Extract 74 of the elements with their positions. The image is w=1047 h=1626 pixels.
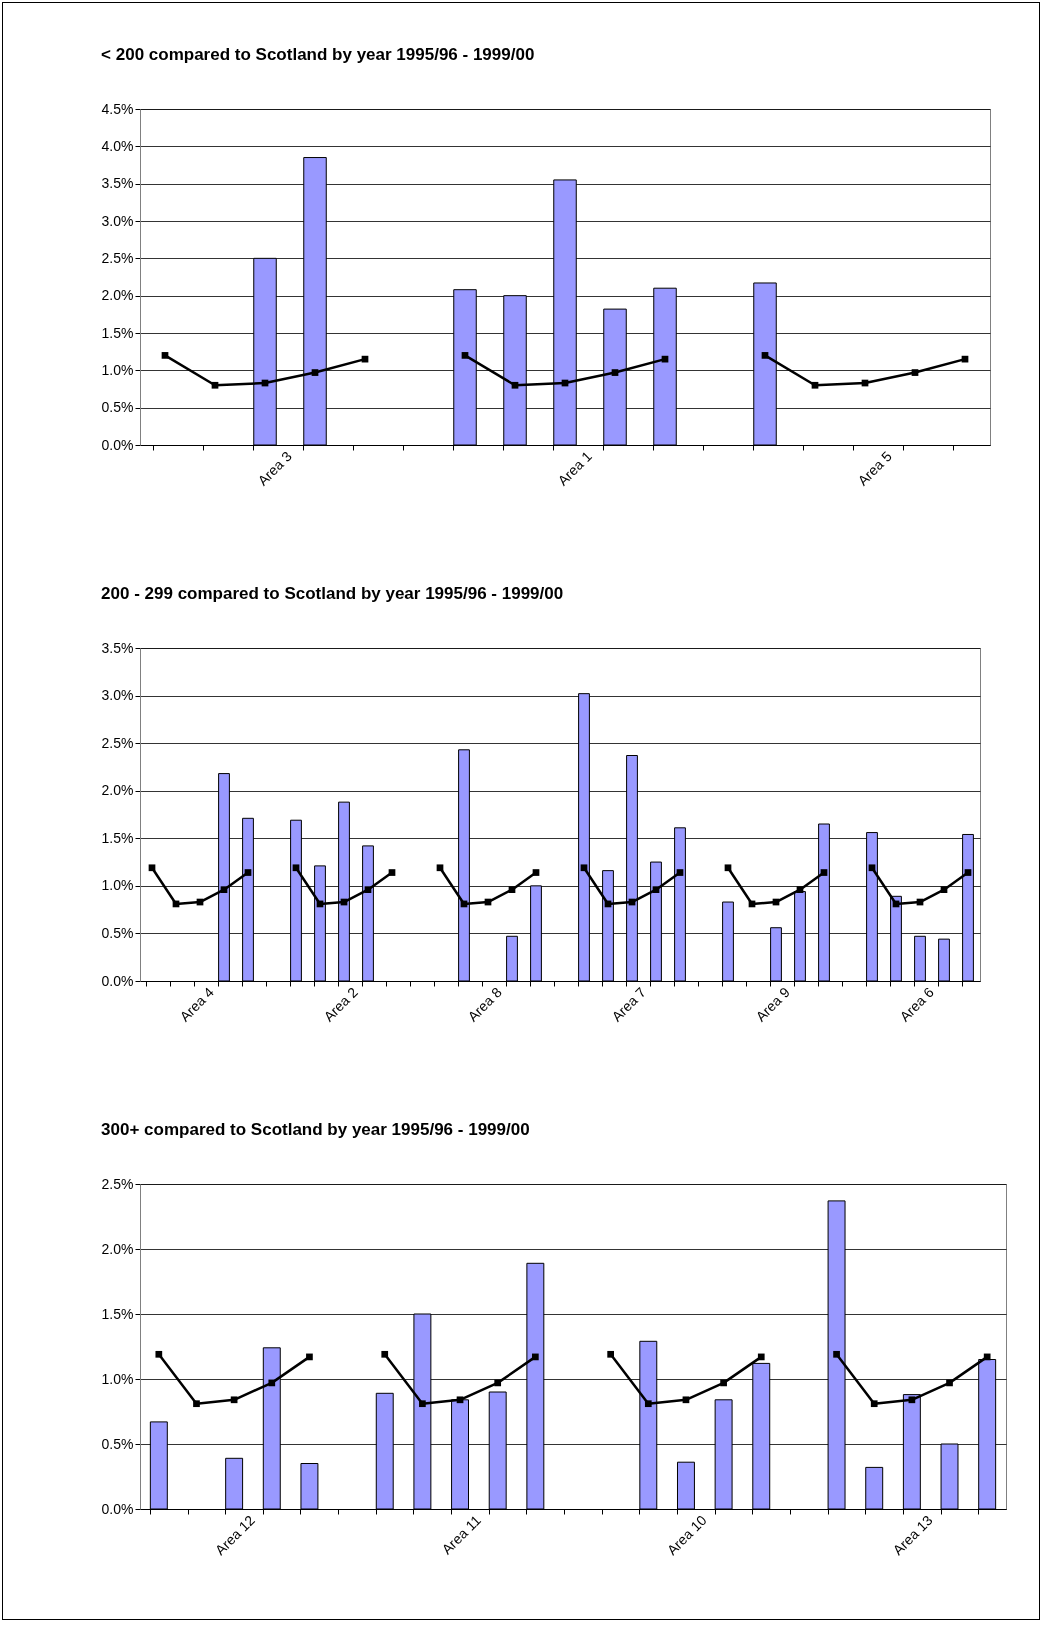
y-tick-label: 0.5% [101, 1435, 134, 1452]
y-tick-label: 0.5% [101, 399, 134, 416]
y-tick-label: 3.5% [101, 175, 134, 192]
point [220, 886, 228, 894]
point [155, 1350, 163, 1358]
point [940, 886, 948, 894]
y-tick-label: 2.0% [101, 287, 134, 304]
y-tick-label: 2.5% [101, 249, 134, 266]
point [644, 1400, 652, 1408]
y-tick-label: 2.0% [101, 782, 134, 799]
point [311, 369, 319, 376]
y-tick-label: 2.5% [101, 734, 134, 751]
y-tick-label: 2.0% [101, 1240, 134, 1257]
y-tick-label: 0.0% [101, 1500, 134, 1517]
point [508, 886, 516, 894]
point [511, 381, 519, 389]
y-tick-label: 1.5% [101, 324, 134, 341]
point [811, 381, 819, 389]
y-tick-label: 4.0% [101, 137, 134, 154]
y-tick-label: 0.0% [101, 436, 134, 453]
y-tick-label: 3.0% [101, 687, 134, 704]
point [461, 352, 469, 359]
chart-title: 200 - 299 compared to Scotland by year 1995/96 - 1999/00 [101, 584, 564, 603]
chart-title: < 200 compared to Scotland by year 1995/96 - 1999/00 [101, 45, 535, 64]
point [161, 352, 169, 359]
point [531, 1353, 539, 1361]
point [908, 1396, 916, 1404]
point [720, 1379, 727, 1387]
y-tick-label: 1.5% [101, 1305, 134, 1322]
y-tick-label: 1.0% [101, 1370, 134, 1387]
y-tick-label: 1.0% [101, 877, 134, 894]
point [682, 1396, 690, 1404]
point [983, 1353, 991, 1361]
point [870, 1400, 878, 1408]
y-tick-label: 0.5% [101, 924, 134, 941]
point [306, 1353, 313, 1361]
point [761, 352, 769, 359]
point [211, 381, 219, 389]
y-tick-label: 1.0% [101, 361, 134, 378]
y-tick-label: 4.5% [101, 100, 134, 117]
point [868, 864, 876, 872]
chart-title: 300+ compared to Scotland by year 1995/96 - 1999/00 [101, 1120, 530, 1139]
point [532, 869, 540, 876]
point [193, 1400, 200, 1408]
point [148, 864, 156, 872]
point [724, 864, 732, 872]
y-tick-label: 3.0% [101, 212, 134, 229]
point [796, 886, 804, 894]
y-tick-label: 0.0% [101, 972, 134, 989]
point [381, 1350, 389, 1358]
point [607, 1350, 615, 1358]
point [652, 886, 660, 894]
point [494, 1379, 502, 1387]
point [833, 1350, 840, 1358]
point [419, 1400, 426, 1408]
y-tick-label: 3.5% [101, 639, 134, 656]
point [364, 886, 372, 894]
point [911, 369, 919, 376]
point [244, 869, 252, 876]
point [757, 1353, 765, 1361]
y-tick-label: 2.5% [101, 1175, 134, 1192]
point [946, 1379, 953, 1387]
point [436, 864, 444, 872]
y-tick-label: 1.5% [101, 829, 134, 846]
point [820, 869, 828, 876]
point [964, 869, 972, 876]
point [388, 869, 396, 876]
point [676, 869, 684, 876]
point [268, 1379, 276, 1387]
point [611, 369, 619, 376]
point [230, 1396, 238, 1404]
point [292, 864, 300, 872]
point [580, 864, 588, 872]
point [456, 1396, 464, 1404]
